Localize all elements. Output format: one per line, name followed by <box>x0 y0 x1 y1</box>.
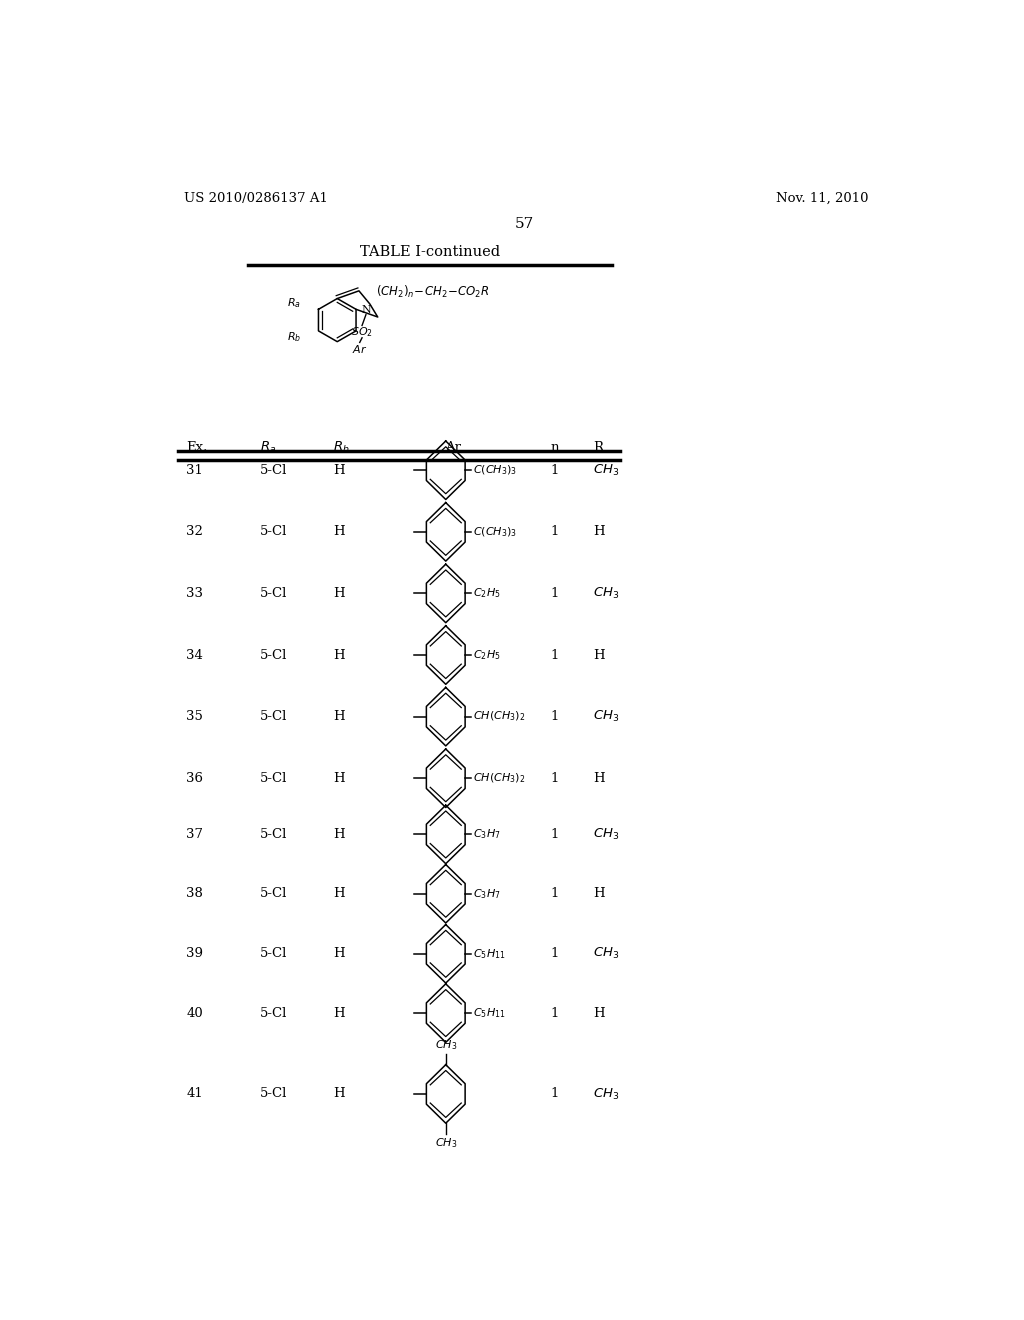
Text: $CH_3$: $CH_3$ <box>593 826 620 842</box>
Text: H: H <box>334 463 345 477</box>
Text: 5-Cl: 5-Cl <box>260 463 287 477</box>
Text: $C(CH_3)_3$: $C(CH_3)_3$ <box>473 525 517 539</box>
Text: H: H <box>593 525 604 539</box>
Text: H: H <box>593 648 604 661</box>
Text: 5-Cl: 5-Cl <box>260 587 287 601</box>
Text: $R_b$: $R_b$ <box>287 330 301 345</box>
Text: 31: 31 <box>186 463 203 477</box>
Text: 5-Cl: 5-Cl <box>260 648 287 661</box>
Text: $C_3H_7$: $C_3H_7$ <box>473 828 501 841</box>
Text: $CH_3$: $CH_3$ <box>593 1086 620 1101</box>
Text: $R_b$: $R_b$ <box>334 440 350 454</box>
Text: 39: 39 <box>186 948 203 961</box>
Text: H: H <box>334 1088 345 1101</box>
Text: $C_2H_5$: $C_2H_5$ <box>473 586 501 601</box>
Text: 34: 34 <box>186 648 203 661</box>
Text: 1: 1 <box>550 828 559 841</box>
Text: 1: 1 <box>550 887 559 900</box>
Text: H: H <box>334 648 345 661</box>
Text: 1: 1 <box>550 1007 559 1019</box>
Text: 57: 57 <box>515 216 535 231</box>
Text: $CH_3$: $CH_3$ <box>434 1137 457 1150</box>
Text: R: R <box>593 441 603 454</box>
Text: N: N <box>361 305 371 315</box>
Text: 38: 38 <box>186 887 203 900</box>
Text: 1: 1 <box>550 772 559 785</box>
Text: 5-Cl: 5-Cl <box>260 887 287 900</box>
Text: 5-Cl: 5-Cl <box>260 828 287 841</box>
Text: H: H <box>334 948 345 961</box>
Text: 5-Cl: 5-Cl <box>260 1088 287 1101</box>
Text: $CH(CH_3)_2$: $CH(CH_3)_2$ <box>473 710 525 723</box>
Text: $(CH_2)_n\!-\!CH_2\!-\!CO_2R$: $(CH_2)_n\!-\!CH_2\!-\!CO_2R$ <box>376 284 489 301</box>
Text: H: H <box>334 828 345 841</box>
Text: 32: 32 <box>186 525 203 539</box>
Text: $SO_2$: $SO_2$ <box>351 325 373 338</box>
Text: $Ar$: $Ar$ <box>352 343 368 355</box>
Text: 33: 33 <box>186 587 203 601</box>
Text: 40: 40 <box>186 1007 203 1019</box>
Text: $CH_3$: $CH_3$ <box>593 586 620 601</box>
Text: $C_5H_{11}$: $C_5H_{11}$ <box>473 1006 506 1020</box>
Text: 35: 35 <box>186 710 203 723</box>
Text: 1: 1 <box>550 648 559 661</box>
Text: H: H <box>334 1007 345 1019</box>
Text: H: H <box>334 772 345 785</box>
Text: US 2010/0286137 A1: US 2010/0286137 A1 <box>183 191 328 205</box>
Text: $CH_3$: $CH_3$ <box>593 946 620 961</box>
Text: Nov. 11, 2010: Nov. 11, 2010 <box>775 191 868 205</box>
Text: H: H <box>593 772 604 785</box>
Text: $CH_3$: $CH_3$ <box>593 709 620 725</box>
Text: 36: 36 <box>186 772 203 785</box>
Text: 1: 1 <box>550 463 559 477</box>
Text: $C_2H_5$: $C_2H_5$ <box>473 648 501 661</box>
Text: $CH_3$: $CH_3$ <box>593 463 620 478</box>
Text: 5-Cl: 5-Cl <box>260 772 287 785</box>
Text: 1: 1 <box>550 1088 559 1101</box>
Text: 1: 1 <box>550 525 559 539</box>
Text: $R_a$: $R_a$ <box>260 440 276 454</box>
Text: Ex.: Ex. <box>186 441 208 454</box>
Text: $R_a$: $R_a$ <box>287 296 301 310</box>
Text: 5-Cl: 5-Cl <box>260 1007 287 1019</box>
Text: 1: 1 <box>550 948 559 961</box>
Text: H: H <box>593 1007 604 1019</box>
Text: H: H <box>334 710 345 723</box>
Text: n: n <box>550 441 559 454</box>
Text: 1: 1 <box>550 587 559 601</box>
Text: $C(CH_3)_3$: $C(CH_3)_3$ <box>473 463 517 477</box>
Text: H: H <box>334 587 345 601</box>
Text: 5-Cl: 5-Cl <box>260 525 287 539</box>
Text: 41: 41 <box>186 1088 203 1101</box>
Text: $CH(CH_3)_2$: $CH(CH_3)_2$ <box>473 771 525 785</box>
Text: $CH_3$: $CH_3$ <box>434 1038 457 1052</box>
Text: H: H <box>334 525 345 539</box>
Text: H: H <box>334 887 345 900</box>
Text: Ar: Ar <box>445 441 462 454</box>
Text: $C_3H_7$: $C_3H_7$ <box>473 887 501 900</box>
Text: 5-Cl: 5-Cl <box>260 710 287 723</box>
Text: H: H <box>593 887 604 900</box>
Text: TABLE I-continued: TABLE I-continued <box>360 246 501 259</box>
Text: $C_5H_{11}$: $C_5H_{11}$ <box>473 946 506 961</box>
Text: 5-Cl: 5-Cl <box>260 948 287 961</box>
Text: 37: 37 <box>186 828 203 841</box>
Text: 1: 1 <box>550 710 559 723</box>
